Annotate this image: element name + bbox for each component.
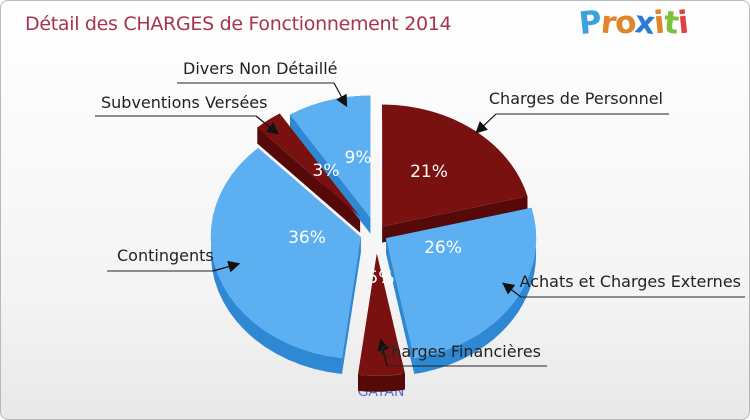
slice-category-label: Contingents [117, 246, 214, 265]
pie-slice [386, 207, 537, 358]
label-leader-arrow [502, 282, 522, 298]
pie-slice-side [414, 207, 537, 374]
pie-slice [210, 148, 361, 358]
pie-slice [358, 253, 405, 376]
pie-slice [257, 113, 361, 217]
label-leader-arrow [333, 82, 348, 108]
slice-percent-label: 26% [424, 238, 462, 258]
slice-percent-label: 3% [313, 161, 340, 181]
slice-category-label: Charges Financières [380, 342, 541, 361]
pie-slice-wall [341, 236, 361, 374]
pie-slice-wall [290, 114, 371, 234]
label-leader-arrow [212, 260, 241, 273]
slice-category-label: Charges de Personnel [489, 89, 663, 108]
pie-slice-side [210, 148, 342, 374]
label-leader-arrow [377, 338, 390, 367]
pie-slice-wall [257, 127, 361, 233]
slice-percent-label: 5% [368, 268, 395, 288]
pie-slice-wall [382, 196, 528, 243]
pie-slice [382, 104, 528, 227]
slice-percent-label: 9% [345, 148, 372, 168]
slice-percent-label: 21% [410, 162, 448, 182]
label-leader-arrow [255, 115, 279, 135]
pie-slice [290, 95, 371, 218]
chart-title: Détail des CHARGES de Fonctionnement 201… [25, 13, 452, 35]
slice-category-label: Divers Non Détaillé [183, 59, 337, 78]
slice-percent-label: 36% [288, 228, 326, 248]
pie-slice-side [358, 373, 405, 392]
label-leader-arrow [475, 113, 497, 134]
slice-category-label: Achats et Charges Externes [520, 272, 741, 291]
pie-slice-wall [386, 238, 415, 374]
slice-category-label: Subventions Versées [101, 93, 267, 112]
